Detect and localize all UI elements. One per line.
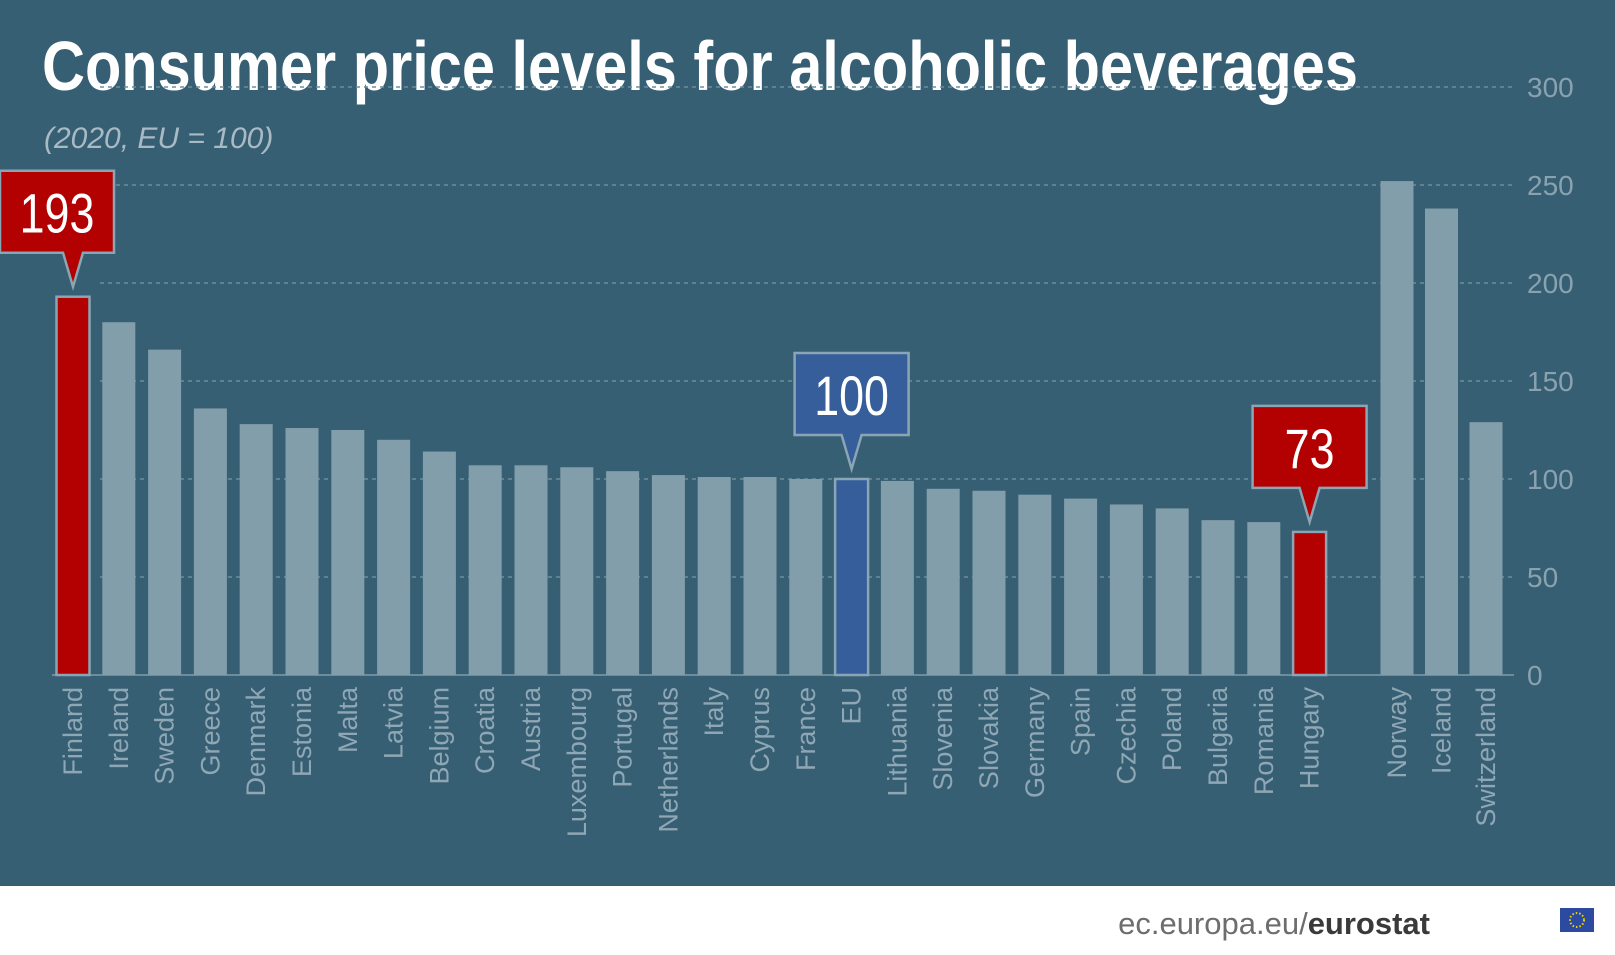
bar-france bbox=[789, 479, 823, 675]
x-tick-label: EU bbox=[837, 687, 867, 725]
x-tick-label: Bulgaria bbox=[1203, 686, 1233, 786]
footer-band bbox=[0, 886, 1615, 955]
x-tick-label: Germany bbox=[1020, 687, 1050, 799]
x-tick-label: Belgium bbox=[424, 687, 454, 785]
x-tick-label: Greece bbox=[195, 687, 225, 776]
x-tick-label: Netherlands bbox=[653, 687, 683, 833]
bar-czechia bbox=[1109, 504, 1143, 675]
x-tick-label: Luxembourg bbox=[562, 687, 592, 837]
bar-germany bbox=[1018, 494, 1052, 675]
callout-value: 73 bbox=[1285, 417, 1335, 480]
x-tick-label: Italy bbox=[699, 687, 729, 737]
footer-site: ec.europa.eu/ bbox=[1118, 906, 1308, 941]
bar-austria bbox=[514, 465, 548, 675]
callout-hungary bbox=[1251, 404, 1368, 527]
bar-eu bbox=[833, 477, 870, 677]
chart-subtitle: (2020, EU = 100) bbox=[44, 122, 273, 155]
svg-text:ec.europa.eu/eurostat: ec.europa.eu/eurostat bbox=[1118, 906, 1430, 941]
x-tick-label: Denmark bbox=[241, 687, 271, 797]
bar-luxembourg bbox=[560, 467, 594, 675]
x-tick-label: Slovakia bbox=[974, 686, 1004, 789]
footer: ec.europa.eu/eurostat bbox=[1118, 906, 1594, 941]
x-tick-label: Estonia bbox=[287, 686, 317, 777]
bar-italy bbox=[697, 477, 731, 675]
x-tick-label: Slovenia bbox=[928, 686, 958, 791]
bar-netherlands bbox=[651, 475, 685, 675]
x-tick-label: Romania bbox=[1249, 686, 1279, 795]
bar-portugal bbox=[606, 471, 640, 675]
y-tick-label: 300 bbox=[1527, 72, 1574, 103]
y-tick-label: 150 bbox=[1527, 366, 1574, 397]
bar-norway bbox=[1380, 181, 1414, 675]
x-tick-label: Cyprus bbox=[745, 687, 775, 773]
y-tick-label: 100 bbox=[1527, 464, 1574, 495]
x-tick-label: Poland bbox=[1157, 687, 1187, 771]
bar-latvia bbox=[377, 439, 411, 675]
bar-estonia bbox=[285, 428, 319, 675]
bar-iceland bbox=[1425, 208, 1458, 675]
x-tick-label: Finland bbox=[58, 687, 88, 776]
bar-switzerland bbox=[1469, 422, 1503, 675]
x-tick-label: Austria bbox=[516, 686, 546, 771]
bar-spain bbox=[1064, 498, 1098, 675]
x-tick-label: Hungary bbox=[1295, 687, 1325, 790]
bar-cyprus bbox=[743, 477, 777, 675]
x-tick-label: Malta bbox=[333, 686, 363, 753]
x-tick-label: Croatia bbox=[470, 686, 500, 774]
bar-romania bbox=[1247, 522, 1281, 675]
callout-value: 100 bbox=[814, 364, 889, 427]
x-tick-label: Czechia bbox=[1111, 686, 1141, 785]
x-tick-label: Portugal bbox=[608, 687, 638, 788]
bar-malta bbox=[331, 430, 365, 675]
x-tick-label: Lithuania bbox=[882, 686, 912, 797]
bar-slovenia bbox=[926, 488, 960, 675]
callout-value: 193 bbox=[20, 182, 95, 245]
y-tick-label: 0 bbox=[1527, 660, 1543, 691]
chart-title: Consumer price levels for alcoholic beve… bbox=[42, 26, 1358, 105]
y-tick-label: 50 bbox=[1527, 562, 1558, 593]
bar-bulgaria bbox=[1201, 520, 1235, 675]
bar-belgium bbox=[422, 451, 456, 675]
bar-lithuania bbox=[880, 480, 914, 675]
x-tick-label: Norway bbox=[1382, 687, 1412, 779]
callout-finland bbox=[0, 169, 116, 292]
x-tick-label: Spain bbox=[1066, 687, 1096, 756]
y-tick-label: 250 bbox=[1527, 170, 1574, 201]
bar-denmark bbox=[239, 424, 273, 675]
x-tick-label: France bbox=[791, 687, 821, 771]
x-tick-label: Switzerland bbox=[1471, 687, 1501, 827]
x-tick-label: Iceland bbox=[1427, 687, 1457, 774]
callout-eu bbox=[793, 351, 910, 474]
bar-hungary bbox=[1291, 530, 1328, 677]
bar-sweden bbox=[148, 349, 182, 675]
y-tick-label: 200 bbox=[1527, 268, 1574, 299]
x-tick-label: Latvia bbox=[379, 686, 409, 759]
x-tick-label: Sweden bbox=[150, 687, 180, 785]
footer-brand: eurostat bbox=[1308, 906, 1430, 941]
bar-finland bbox=[55, 295, 91, 677]
bar-slovakia bbox=[972, 490, 1006, 675]
x-tick-label: Ireland bbox=[104, 687, 134, 770]
bar-poland bbox=[1155, 508, 1189, 675]
bar-ireland bbox=[102, 322, 136, 675]
bar-croatia bbox=[468, 465, 502, 675]
bar-greece bbox=[193, 408, 227, 675]
eu-flag-icon bbox=[1560, 908, 1594, 932]
